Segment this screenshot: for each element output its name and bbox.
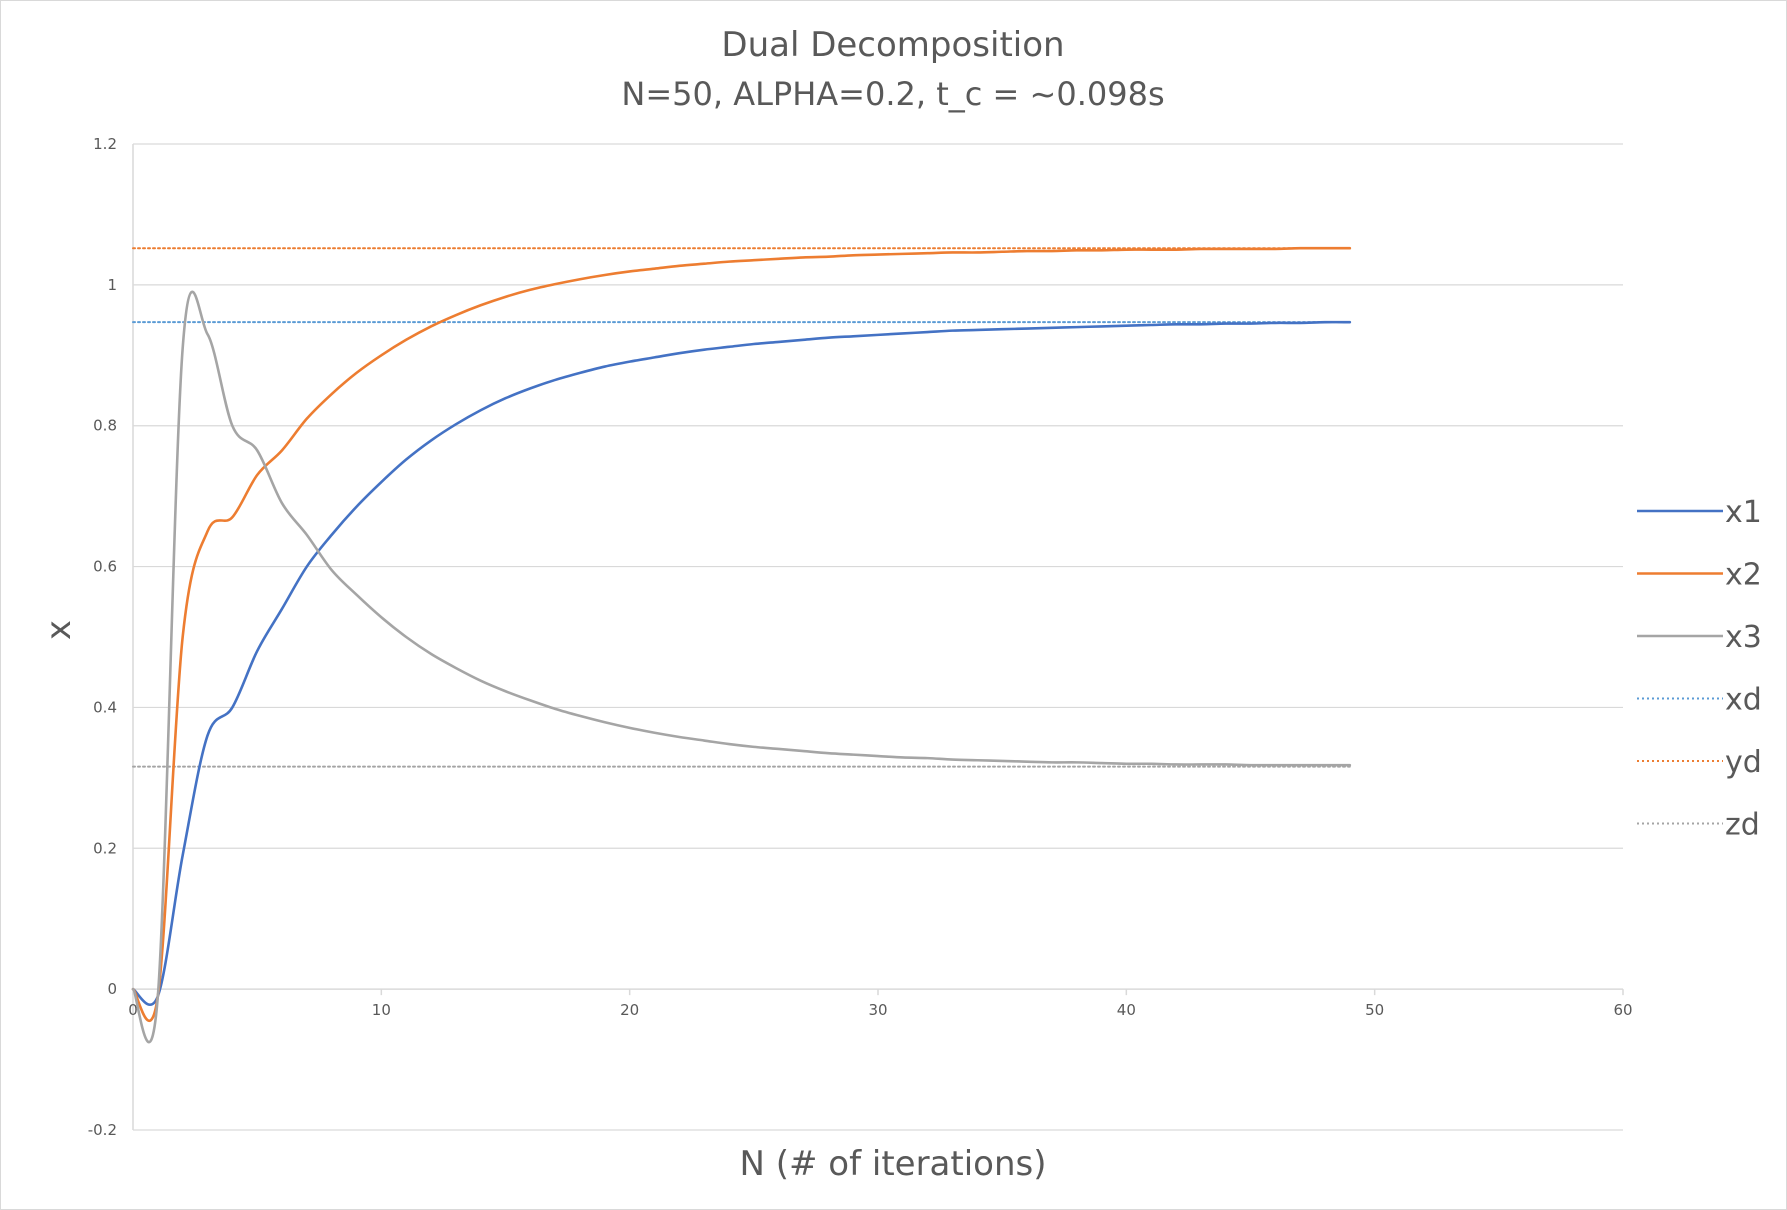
- legend-label-zd: zd: [1725, 808, 1760, 843]
- series-line-x2: [131, 246, 1352, 1023]
- y-tick-label: 0: [107, 980, 117, 998]
- legend-label-x3: x3: [1725, 620, 1762, 655]
- gridlines: [133, 143, 1623, 1131]
- x-tick-label: 50: [1365, 1001, 1384, 1019]
- y-tick-label: 1: [107, 276, 117, 294]
- legend-label-x1: x1: [1725, 495, 1762, 530]
- legend: x1 x2 x3 xd yd zd: [1637, 495, 1762, 843]
- y-tick-label: 0.2: [93, 839, 117, 857]
- legend-label-xd: xd: [1725, 683, 1762, 718]
- x-tick-label: 20: [620, 1001, 639, 1019]
- y-tick-label: -0.2: [88, 1121, 117, 1139]
- y-tick-label: 0.4: [93, 698, 117, 716]
- chart-subtitle: N=50, ALPHA=0.2, t_c = ~0.098s: [621, 75, 1164, 113]
- x-tick-label: 10: [372, 1001, 391, 1019]
- x-tick-label: 0: [128, 1001, 138, 1019]
- y-tick-label: 0.8: [93, 417, 117, 435]
- x-axis-title: N (# of iterations): [740, 1144, 1047, 1184]
- legend-label-yd: yd: [1725, 745, 1762, 780]
- chart-title: Dual Decomposition: [721, 25, 1064, 65]
- x-tick-label: 40: [1117, 1001, 1136, 1019]
- legend-label-x2: x2: [1725, 558, 1762, 593]
- y-axis-title: x: [39, 620, 79, 640]
- series-line-x3: [131, 290, 1352, 1044]
- tick-labels: -0.2 0 0.2 0.4 0.6 0.8 1 1.2 0 10 20 30 40 50 60: [88, 135, 1633, 1139]
- axes: [132, 144, 1624, 1130]
- series-line-x1: [131, 320, 1352, 1006]
- series-lines: [131, 246, 1352, 1044]
- y-tick-label: 1.2: [93, 135, 117, 153]
- x-tick-label: 60: [1613, 1001, 1632, 1019]
- y-tick-label: 0.6: [93, 558, 117, 576]
- x-tick-label: 30: [868, 1001, 887, 1019]
